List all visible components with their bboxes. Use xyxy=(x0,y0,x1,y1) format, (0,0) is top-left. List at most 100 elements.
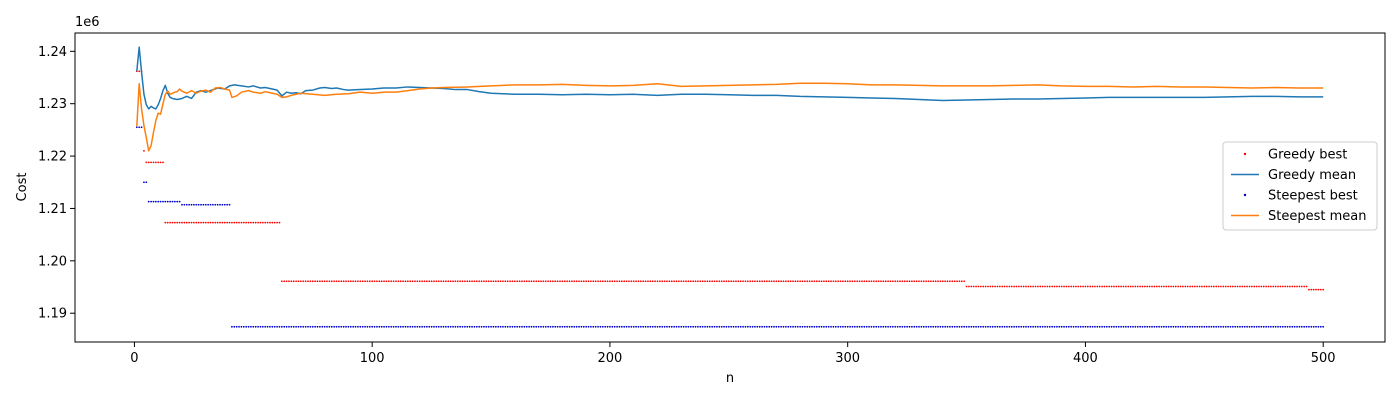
greedy-best-point xyxy=(483,280,485,283)
greedy-best-point xyxy=(780,280,783,283)
steepest-mean-line xyxy=(136,82,1324,152)
steepest-best-point xyxy=(1170,325,1172,328)
greedy-best-point xyxy=(459,280,462,283)
steepest-best-point xyxy=(1036,325,1039,328)
steepest-best-point xyxy=(418,325,421,328)
greedy-best-point xyxy=(352,280,355,283)
steepest-best-point xyxy=(143,181,145,184)
greedy-best-point xyxy=(1277,285,1279,288)
steepest-best-point xyxy=(1217,325,1220,328)
steepest-best-point xyxy=(751,325,754,328)
legend-box xyxy=(1222,141,1378,231)
greedy-best-point xyxy=(856,280,859,283)
steepest-best-point xyxy=(918,325,920,328)
steepest-best-point xyxy=(542,325,545,328)
steepest-best-point xyxy=(371,325,374,328)
greedy-best-point xyxy=(673,280,676,283)
greedy-best-point xyxy=(345,280,347,283)
greedy-best-point xyxy=(1003,285,1006,288)
greedy-best-point xyxy=(922,280,925,283)
steepest-best-point xyxy=(295,325,298,328)
greedy-best-point xyxy=(1110,285,1113,288)
greedy-best-point xyxy=(982,285,985,288)
steepest-best-point xyxy=(815,325,818,328)
y-tick-label: 1.19 xyxy=(38,307,67,322)
greedy-best-point xyxy=(1139,285,1142,288)
steepest-best-point xyxy=(280,325,283,328)
steepest-best-point xyxy=(727,325,730,328)
steepest-best-point xyxy=(302,325,305,328)
greedy-best-point xyxy=(466,280,469,283)
greedy-best-point xyxy=(1210,285,1213,288)
greedy-best-point xyxy=(1165,285,1168,288)
steepest-best-point xyxy=(870,325,873,328)
steepest-best-point xyxy=(245,325,248,328)
greedy-best-point xyxy=(1241,285,1244,288)
greedy-best-point xyxy=(387,280,390,283)
greedy-best-point xyxy=(162,161,164,164)
steepest-best-point xyxy=(806,325,809,328)
greedy-best-point xyxy=(1236,285,1239,288)
greedy-best-point xyxy=(875,280,878,283)
greedy-best-point xyxy=(837,280,840,283)
steepest-best-point xyxy=(1122,325,1125,328)
steepest-best-point xyxy=(264,325,267,328)
greedy-best-point xyxy=(1305,285,1308,288)
steepest-best-point xyxy=(566,325,569,328)
steepest-best-point xyxy=(856,325,859,328)
steepest-best-point xyxy=(1208,325,1210,328)
steepest-best-point xyxy=(1029,325,1032,328)
steepest-best-point xyxy=(235,325,238,328)
greedy-best-point xyxy=(1179,285,1182,288)
greedy-best-point xyxy=(471,280,473,283)
steepest-best-point xyxy=(1148,325,1151,328)
steepest-best-point xyxy=(269,325,271,328)
steepest-best-point xyxy=(1191,325,1194,328)
steepest-best-point xyxy=(259,325,262,328)
greedy-best-point xyxy=(347,280,350,283)
greedy-best-point xyxy=(532,280,535,283)
greedy-best-point xyxy=(644,280,647,283)
greedy-best-point xyxy=(1191,285,1194,288)
x-tick-label: 500 xyxy=(1311,351,1336,366)
steepest-best-point xyxy=(247,325,250,328)
y-tick-label: 1.20 xyxy=(38,254,67,269)
greedy-best-point xyxy=(1072,285,1075,288)
greedy-best-point xyxy=(390,280,393,283)
greedy-best-point xyxy=(594,280,597,283)
steepest-best-point xyxy=(1305,325,1308,328)
steepest-best-point xyxy=(290,325,293,328)
greedy-best-point xyxy=(259,221,262,224)
greedy-best-point xyxy=(316,280,319,283)
steepest-best-point xyxy=(559,325,561,328)
steepest-best-point xyxy=(221,203,224,206)
greedy-best-point xyxy=(485,280,488,283)
greedy-best-point xyxy=(953,280,956,283)
steepest-best-point xyxy=(865,325,868,328)
steepest-best-point xyxy=(1179,325,1182,328)
greedy-best-point xyxy=(739,280,742,283)
greedy-best-point xyxy=(1184,285,1187,288)
steepest-best-point xyxy=(1250,325,1253,328)
steepest-best-point xyxy=(219,203,221,206)
steepest-best-point xyxy=(385,325,388,328)
steepest-best-point xyxy=(452,325,454,328)
greedy-best-point xyxy=(1136,285,1139,288)
greedy-best-point xyxy=(204,221,207,224)
steepest-best-point xyxy=(792,325,794,328)
greedy-best-point xyxy=(468,280,471,283)
greedy-best-point xyxy=(173,221,176,224)
steepest-best-point xyxy=(742,325,744,328)
steepest-best-point xyxy=(972,325,975,328)
steepest-best-point xyxy=(1243,325,1246,328)
steepest-best-point xyxy=(204,203,207,206)
greedy-best-point xyxy=(333,280,336,283)
steepest-best-point xyxy=(1027,325,1030,328)
greedy-best-point xyxy=(502,280,504,283)
greedy-best-point xyxy=(927,280,930,283)
greedy-best-point xyxy=(1281,285,1284,288)
steepest-best-point xyxy=(1186,325,1189,328)
steepest-best-point xyxy=(444,325,447,328)
greedy-best-point xyxy=(511,280,514,283)
greedy-best-point xyxy=(958,280,961,283)
